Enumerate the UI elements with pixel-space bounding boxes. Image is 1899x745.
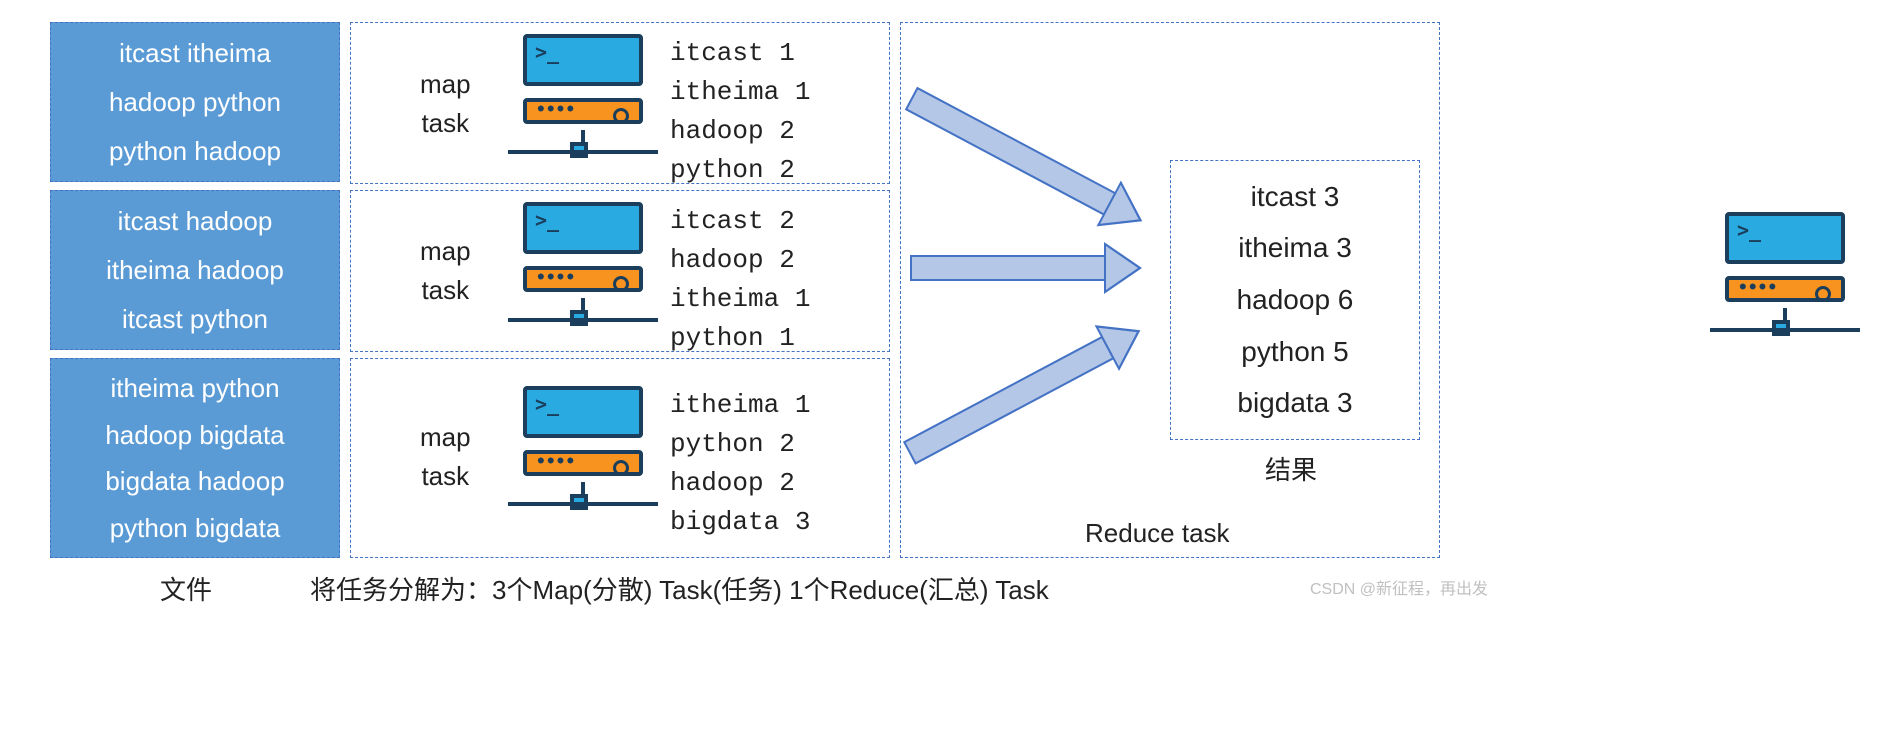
map-label-line: task <box>420 271 471 310</box>
input-line: hadoop bigdata <box>65 413 325 457</box>
output-line: python 2 <box>670 425 810 464</box>
map-output-1: itcast 2hadoop 2itheima 1python 1 <box>670 202 810 358</box>
map-label-line: map <box>420 232 471 271</box>
base <box>508 318 658 322</box>
map-label-line: map <box>420 418 471 457</box>
file-label: 文件 <box>160 570 212 607</box>
output-line: python 1 <box>670 319 810 358</box>
monitor-icon <box>1725 212 1845 264</box>
server-icon-1 <box>518 202 648 332</box>
base <box>508 502 658 506</box>
map-task-label-0: maptask <box>420 65 471 143</box>
output-line: itcast 1 <box>670 34 810 73</box>
map-output-0: itcast 1itheima 1hadoop 2python 2 <box>670 34 810 190</box>
output-line: python 2 <box>670 151 810 190</box>
map-label-line: task <box>420 457 471 496</box>
output-line: hadoop 2 <box>670 112 810 151</box>
output-line: hadoop 2 <box>670 464 810 503</box>
server-icon-0 <box>518 34 648 164</box>
rack-icon <box>523 266 643 292</box>
output-line: itcast 2 <box>670 202 810 241</box>
map-output-2: itheima 1python 2hadoop 2bigdata 3 <box>670 386 810 542</box>
input-line: python hadoop <box>65 129 325 173</box>
map-task-label-1: maptask <box>420 232 471 310</box>
input-block-1: itcast hadoop itheima hadoop itcast python <box>50 190 340 350</box>
monitor-icon <box>523 202 643 254</box>
input-line: itheima python <box>65 366 325 410</box>
monitor-icon <box>523 386 643 438</box>
input-line: itheima hadoop <box>65 248 325 292</box>
input-block-2: itheima pythonhadoop bigdatabigdata hado… <box>50 358 340 558</box>
watermark: CSDN @新征程，再出发 <box>1310 575 1488 599</box>
output-line: itheima 1 <box>670 386 810 425</box>
map-label-line: task <box>420 104 471 143</box>
input-line: hadoop python <box>65 80 325 124</box>
result-line: itcast 3 <box>1191 181 1399 213</box>
monitor-icon <box>523 34 643 86</box>
map-label-line: map <box>420 65 471 104</box>
input-line: bigdata hadoop <box>65 459 325 503</box>
input-line: itcast itheima <box>65 31 325 75</box>
result-line: bigdata 3 <box>1191 387 1399 419</box>
arrow-head-icon <box>1104 242 1142 294</box>
rack-icon <box>523 98 643 124</box>
output-line: itheima 1 <box>670 73 810 112</box>
output-line: bigdata 3 <box>670 503 810 542</box>
output-line: itheima 1 <box>670 280 810 319</box>
mapreduce-diagram: itcast itheima hadoop python python hadoop… <box>10 10 1889 620</box>
server-icon-3 <box>1720 212 1850 342</box>
base <box>508 150 658 154</box>
base <box>1710 328 1860 332</box>
result-line: python 5 <box>1191 336 1399 368</box>
input-block-0: itcast itheima hadoop python python hadoop <box>50 22 340 182</box>
input-line: itcast hadoop <box>65 199 325 243</box>
output-line: hadoop 2 <box>670 241 810 280</box>
input-line: python bigdata <box>65 506 325 550</box>
result-label: 结果 <box>1265 450 1317 487</box>
reduce-task-label: Reduce task <box>1085 518 1230 549</box>
result-line: itheima 3 <box>1191 232 1399 264</box>
result-box: itcast 3 itheima 3 hadoop 6 python 5 bigdata… <box>1170 160 1420 440</box>
caption-label: 将任务分解为：3个Map(分散) Task(任务) 1个Reduce(汇总) T… <box>310 570 1049 607</box>
arrow-shaft <box>910 255 1106 281</box>
result-line: hadoop 6 <box>1191 284 1399 316</box>
rack-icon <box>523 450 643 476</box>
map-task-label-2: maptask <box>420 418 471 496</box>
server-icon-2 <box>518 386 648 516</box>
rack-icon <box>1725 276 1845 302</box>
input-line: itcast python <box>65 297 325 341</box>
